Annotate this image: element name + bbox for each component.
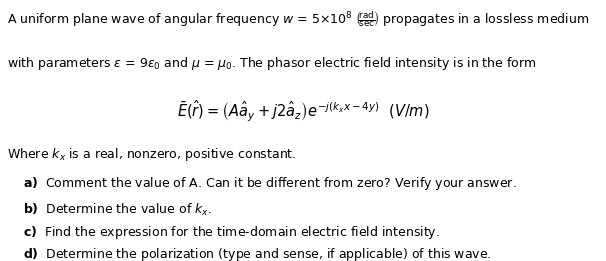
Text: with parameters $\varepsilon$ = 9$\varepsilon_0$ and $\mu$ = $\mu_0$. The phasor: with parameters $\varepsilon$ = 9$\varep… <box>7 55 537 72</box>
Text: A uniform plane wave of angular frequency $w$ = 5$\times$10$^{8}$ $\left(\!\frac: A uniform plane wave of angular frequenc… <box>7 9 590 29</box>
Text: $\mathbf{a)}$  Comment the value of A. Can it be different from zero? Verify you: $\mathbf{a)}$ Comment the value of A. Ca… <box>23 175 517 192</box>
Text: $\mathbf{d)}$  Determine the polarization (type and sense, if applicable) of thi: $\mathbf{d)}$ Determine the polarization… <box>23 246 491 261</box>
Text: $\mathbf{b)}$  Determine the value of $k_x$.: $\mathbf{b)}$ Determine the value of $k_… <box>23 202 212 218</box>
Text: $\mathbf{c)}$  Find the expression for the time-domain electric field intensity.: $\mathbf{c)}$ Find the expression for th… <box>23 224 440 241</box>
Text: Where $k_x$ is a real, nonzero, positive constant.: Where $k_x$ is a real, nonzero, positive… <box>7 146 297 163</box>
Text: $\bar{E}(\hat{r}) = \left(A\hat{a}_y + j2\hat{a}_z\right)e^{-j(k_x x - 4y)}\ \ (: $\bar{E}(\hat{r}) = \left(A\hat{a}_y + j… <box>177 99 429 124</box>
